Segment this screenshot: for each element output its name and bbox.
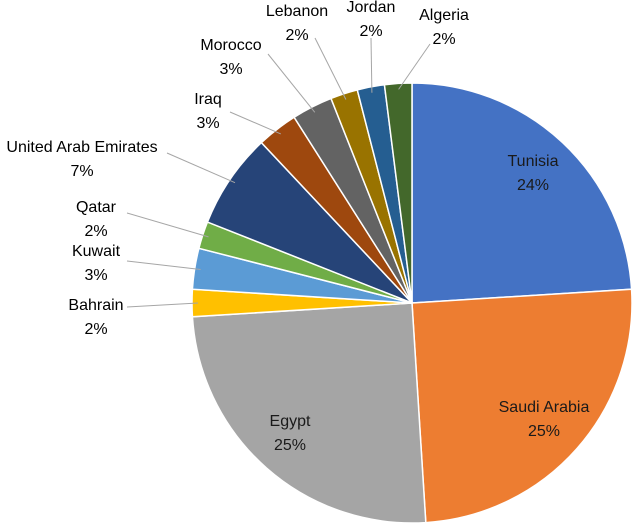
leader-line-algeria [398,43,431,90]
slice-label-name: Lebanon [266,3,328,20]
slice-label-percent: 3% [196,115,219,132]
slice-label-tunisia: Tunisia 24% [508,153,559,194]
slice-label-name: Kuwait [72,243,121,260]
slice-label-percent: 2% [432,31,455,48]
slice-label-percent: 3% [219,61,242,78]
slice-label-name: Jordan [347,0,396,16]
leader-line-jordan [370,37,373,93]
slice-label-jordan: Jordan 2% [347,0,396,40]
slice-label-lebanon: Lebanon 2% [266,3,328,44]
slice-label-percent: 7% [70,163,93,180]
leader-line-iraq [229,111,281,135]
leader-line-lebanon [314,37,347,100]
slice-label-percent: 25% [528,423,560,440]
leader-lines [126,37,431,308]
slice-label-name: Egypt [270,413,311,430]
slice-label-bahrain: Bahrain 2% [68,297,123,338]
slice-label-kuwait: Kuwait 3% [72,243,121,284]
slice-label-name: Bahrain [68,297,123,314]
slice-label-name: Tunisia [508,153,559,170]
slice-label-saudi-arabia: Saudi Arabia 25% [499,399,590,440]
slice-algeria [383,82,413,304]
slice-label-percent: 2% [84,223,107,240]
slice-labels: Tunisia 24% Saudi Arabia 25% Egypt 25% Bahrain… [6,0,589,454]
slice-label-percent: 24% [517,177,549,194]
slice-saudi-arabia [411,288,633,524]
slice-label-qatar: Qatar 2% [76,199,117,240]
slice-label-name: Qatar [76,199,117,216]
pie-slices [191,82,633,524]
slice-label-name: Algeria [419,7,469,24]
leader-line-bahrain [126,302,199,308]
slice-label-egypt: Egypt 25% [270,413,311,454]
slice-label-percent: 2% [285,27,308,44]
slice-label-name: Morocco [200,37,261,54]
leader-line-kuwait [126,260,201,270]
slice-label-percent: 25% [274,437,306,454]
leader-line-morocco [267,53,316,113]
slice-label-name: Saudi Arabia [499,399,590,416]
slice-label-iraq: Iraq 3% [194,91,222,132]
slice-tunisia [411,82,633,304]
slice-label-percent: 2% [84,321,107,338]
slice-label-percent: 2% [359,23,382,40]
leader-line-qatar [126,212,209,238]
slice-label-name: Iraq [194,91,222,108]
slice-label-morocco: Morocco 3% [200,37,261,78]
slice-label-name: United Arab Emirates [6,139,157,156]
slice-label-algeria: Algeria 2% [419,7,469,48]
slice-label-percent: 3% [84,267,107,284]
slice-egypt [191,302,427,524]
slice-label-united-arab-emirates: United Arab Emirates 7% [6,139,157,180]
leader-line-united-arab-emirates [166,152,236,184]
